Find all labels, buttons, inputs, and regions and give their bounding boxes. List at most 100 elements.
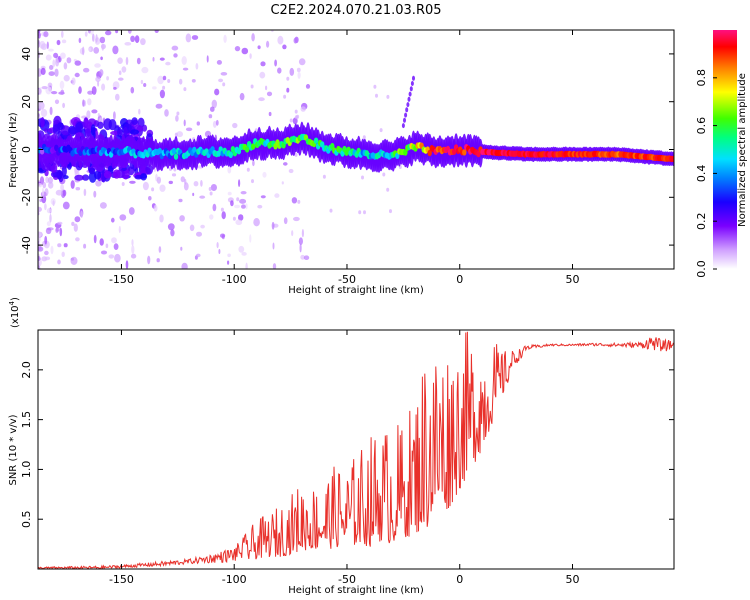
noise-blob (125, 56, 129, 66)
noise-blob (245, 203, 248, 210)
noise-blob (288, 168, 294, 174)
noise-blob (238, 245, 245, 253)
noise-blob (241, 252, 247, 256)
noise-blob (46, 221, 51, 227)
noise-blob (83, 243, 87, 249)
noise-blob (159, 57, 165, 61)
noise-blob (38, 101, 44, 110)
noise-blob (99, 69, 104, 77)
noise-blob (211, 99, 217, 109)
noise-blob (44, 256, 51, 261)
noise-blob (60, 52, 66, 59)
noise-blob (176, 111, 180, 116)
noise-blob (183, 87, 187, 92)
noise-blob (48, 71, 55, 76)
noise-blob (218, 78, 224, 83)
y-tick-label: 0 (20, 146, 33, 153)
noise-blob (329, 208, 333, 213)
band-blob (74, 174, 84, 181)
noise-blob (181, 262, 188, 269)
noise-blob (60, 184, 64, 192)
noise-blob (408, 91, 412, 97)
colorbar-tick-label: 0.6 (695, 117, 708, 135)
noise-blob (234, 204, 241, 209)
noise-blob (38, 30, 41, 33)
noise-blob (238, 179, 241, 188)
noise-blob (171, 173, 177, 177)
band-blob (112, 169, 121, 179)
noise-blob (155, 103, 163, 109)
ridge-core (244, 146, 250, 153)
noise-blob (286, 87, 290, 93)
noise-blob (159, 214, 164, 223)
noise-blob (305, 84, 311, 89)
noise-blob (253, 218, 260, 227)
noise-blob (239, 92, 245, 101)
noise-blob (56, 39, 61, 46)
band-blob (68, 127, 78, 135)
noise-blob (45, 54, 52, 61)
noise-blob (70, 256, 78, 265)
noise-blob (216, 60, 222, 65)
noise-blob (118, 225, 121, 234)
noise-blob (59, 80, 65, 90)
noise-blob (156, 258, 160, 263)
noise-blob (192, 192, 195, 197)
noise-blob (95, 180, 102, 187)
noise-blob (296, 67, 301, 73)
noise-blob (407, 96, 411, 102)
noise-blob (74, 216, 81, 223)
noise-blob (257, 204, 263, 209)
noise-blob (299, 243, 302, 253)
noise-blob (298, 58, 306, 66)
noise-blob (171, 45, 179, 51)
noise-blob (249, 234, 252, 243)
ridge-core (228, 151, 233, 158)
noise-blob (303, 255, 310, 260)
noise-blob (40, 43, 48, 50)
noise-blob (208, 187, 212, 191)
noise-blob (73, 223, 78, 232)
ridge-core (403, 149, 408, 156)
ridge-core (54, 144, 59, 151)
x-tick-label: 0 (456, 273, 463, 286)
noise-blob (130, 253, 137, 259)
noise-blob (258, 97, 265, 102)
noise-blob (38, 246, 44, 252)
noise-blob (196, 121, 200, 126)
noise-blob (282, 44, 287, 50)
noise-blob (227, 166, 232, 174)
noise-blob (54, 68, 59, 77)
x-tick-label: -50 (338, 273, 356, 286)
spectrogram-y-label: Frequency (Hz) (8, 112, 19, 188)
noise-blob (83, 188, 87, 197)
snr-line (38, 331, 674, 569)
noise-blob (141, 66, 149, 74)
band-blob (90, 124, 96, 136)
noise-blob (38, 236, 41, 242)
noise-blob (71, 221, 75, 226)
noise-blob (183, 119, 186, 127)
noise-blob (165, 61, 171, 66)
noise-blob (379, 128, 383, 133)
x-tick-label: -50 (338, 573, 356, 586)
noise-blob (404, 112, 408, 118)
noise-blob (260, 61, 266, 67)
colorbar-tick-label: 0.2 (695, 212, 708, 230)
x-tick-label: 50 (566, 273, 580, 286)
noise-blob (199, 195, 206, 199)
noise-blob (55, 58, 60, 67)
spectrogram-image (38, 30, 674, 269)
noise-blob (38, 255, 41, 262)
noise-blob (167, 223, 175, 231)
snr-frame (37, 329, 675, 570)
noise-blob (293, 37, 298, 44)
noise-blob (277, 67, 282, 74)
noise-blob (293, 216, 300, 222)
band-blob (140, 173, 148, 181)
noise-blob (128, 207, 135, 215)
noise-blob (80, 210, 83, 219)
noise-blob (95, 34, 98, 43)
noise-blob (179, 215, 185, 222)
noise-blob (175, 115, 179, 122)
